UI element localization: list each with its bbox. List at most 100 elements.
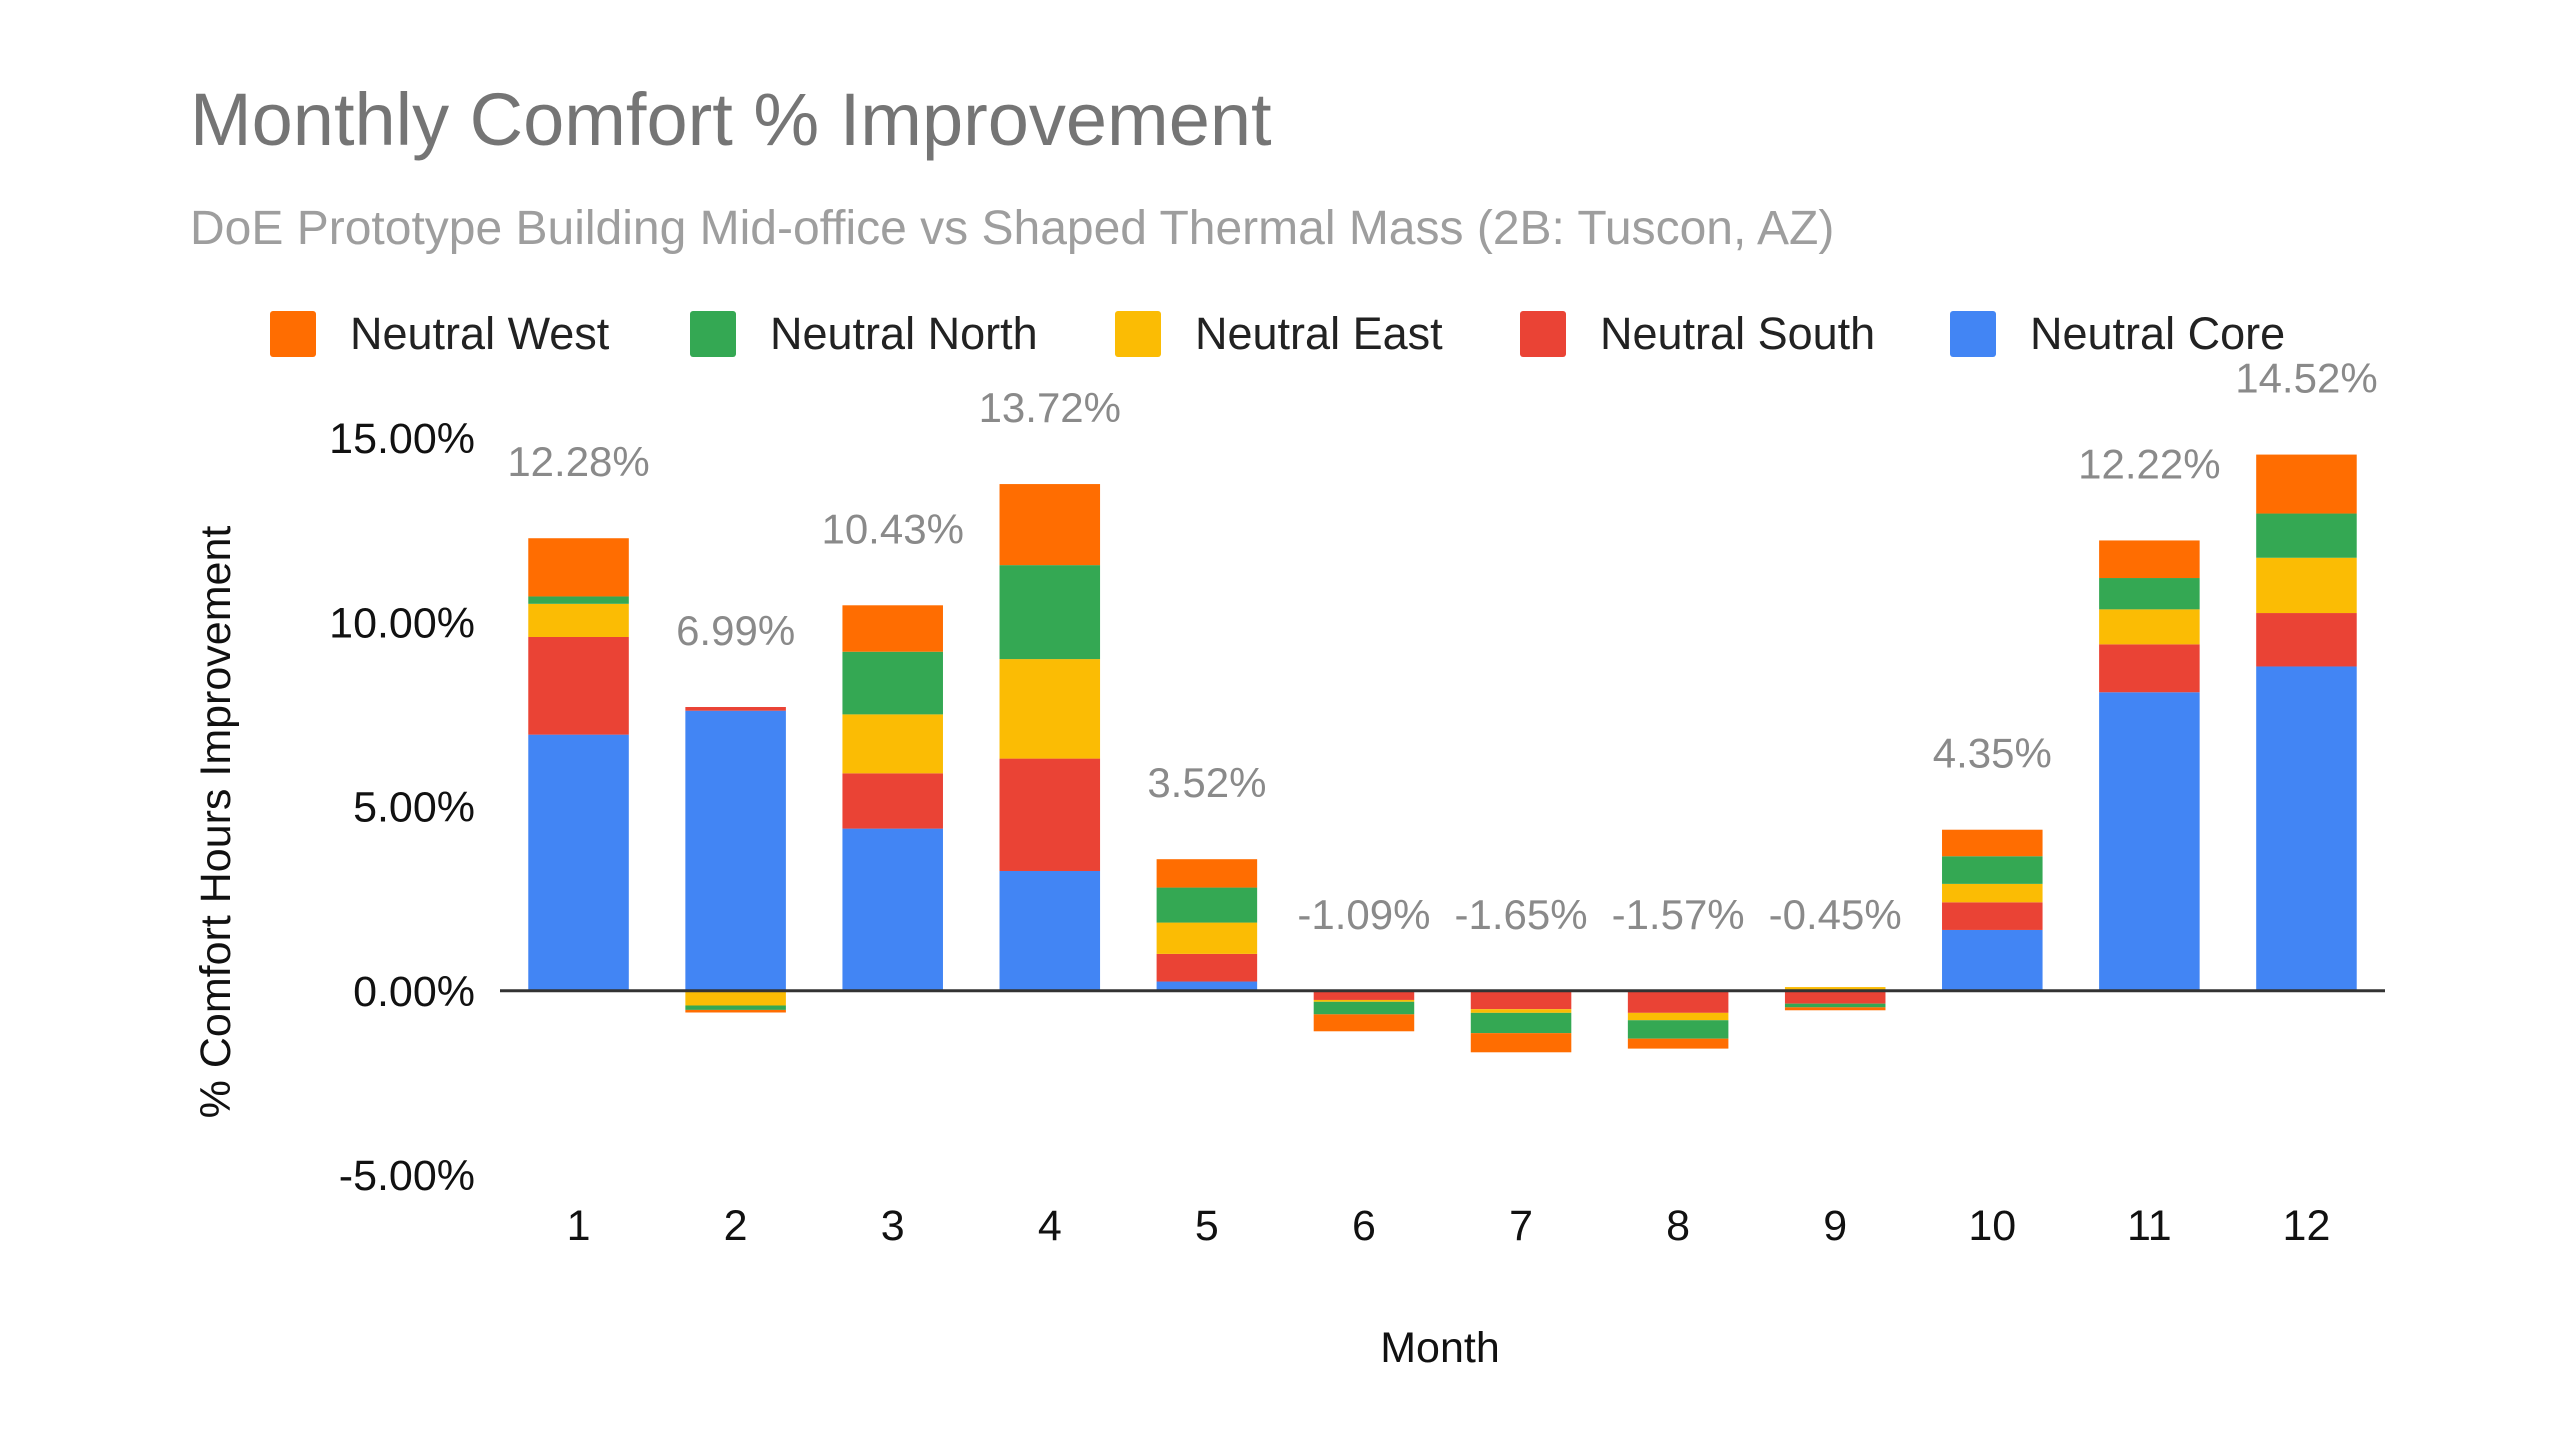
- bar-segment-neutral-core-month-4: [999, 870, 1101, 991]
- bars: [500, 454, 2385, 1053]
- bar-segment-neutral-east-month-3: [842, 714, 943, 774]
- bar-segment-neutral-east-month-6: [1313, 999, 1415, 1002]
- bar-segment-neutral-north-month-8: [1627, 1020, 1729, 1039]
- bar-segment-neutral-south-month-7: [1470, 990, 1572, 1010]
- y-axis-title: % Comfort Hours Improvement: [192, 526, 240, 1119]
- legend-swatch-neutral-south: [1520, 311, 1566, 357]
- legend-swatch-neutral-east: [1115, 311, 1161, 357]
- bar-segment-neutral-south-month-10: [1942, 902, 2043, 930]
- bar-segment-neutral-east-month-8: [1627, 1012, 1729, 1021]
- x-axis-title: Month: [1380, 1324, 1500, 1372]
- legend-label-neutral-north: Neutral North: [770, 308, 1038, 359]
- y-tick-label: -5.00%: [339, 1152, 475, 1200]
- legend-swatch-neutral-core: [1950, 311, 1996, 357]
- bar-segment-neutral-east-month-4: [999, 659, 1101, 759]
- y-tick-label: 0.00%: [353, 968, 475, 1016]
- legend-label-neutral-west: Neutral West: [350, 308, 610, 359]
- chart-title: Monthly Comfort % Improvement: [190, 78, 1272, 161]
- bar-segment-neutral-east-month-2: [685, 990, 786, 1006]
- total-label-month-10: 4.35%: [1933, 730, 2052, 777]
- legend-swatch-neutral-north: [690, 311, 736, 357]
- bar-segment-neutral-north-month-2: [685, 1005, 786, 1010]
- total-label-month-9: -0.45%: [1769, 891, 1902, 938]
- x-tick-label: 2: [724, 1202, 748, 1250]
- bar-segment-neutral-core-month-3: [842, 828, 943, 991]
- bar-segment-neutral-north-month-10: [1942, 856, 2043, 884]
- bar-segment-neutral-core-month-2: [685, 710, 786, 991]
- bar-segment-neutral-east-month-12: [2256, 557, 2357, 614]
- bar-segment-neutral-east-month-10: [1942, 883, 2043, 903]
- x-tick-label: 9: [1823, 1202, 1847, 1250]
- bar-segment-neutral-north-month-12: [2256, 513, 2357, 558]
- bar-segment-neutral-west-month-5: [1156, 859, 1258, 888]
- y-tick-label: 15.00%: [329, 415, 475, 463]
- total-label-month-6: -1.09%: [1297, 891, 1430, 938]
- bar-segment-neutral-north-month-6: [1313, 1001, 1415, 1015]
- bar-segment-neutral-south-month-6: [1313, 990, 1415, 1000]
- bar-segment-neutral-core-month-12: [2256, 666, 2357, 991]
- x-tick-label: 5: [1195, 1202, 1219, 1250]
- bar-segment-neutral-west-month-1: [528, 538, 629, 597]
- y-axis: 15.00% 10.00% 5.00% 0.00% -5.00%: [329, 415, 475, 1200]
- legend-label-neutral-east: Neutral East: [1195, 308, 1443, 359]
- bar-segment-neutral-west-month-4: [999, 484, 1101, 566]
- total-labels: 12.28% 6.99% 10.43% 13.72% 3.52% -1.09% -1.65%…: [507, 355, 2377, 938]
- bar-segment-neutral-south-month-8: [1627, 990, 1729, 1013]
- bar-segment-neutral-south-month-1: [528, 636, 629, 735]
- y-tick-label: 5.00%: [353, 784, 475, 832]
- x-tick-label: 10: [1968, 1202, 2016, 1250]
- bar-segment-neutral-south-month-5: [1156, 953, 1258, 982]
- bar-segment-neutral-south-month-12: [2256, 613, 2357, 667]
- bar-segment-neutral-north-month-7: [1470, 1012, 1572, 1034]
- chart-subtitle: DoE Prototype Building Mid-office vs Sha…: [190, 202, 1834, 255]
- bar-segment-neutral-west-month-9: [1784, 1007, 1886, 1011]
- bar-segment-neutral-south-month-11: [2099, 644, 2200, 693]
- bar-segment-neutral-north-month-5: [1156, 887, 1258, 923]
- bar-segment-neutral-north-month-1: [528, 596, 629, 604]
- total-label-month-1: 12.28%: [507, 438, 649, 485]
- bar-segment-neutral-east-month-11: [2099, 609, 2200, 645]
- total-label-month-3: 10.43%: [821, 505, 963, 552]
- x-tick-label: 11: [2127, 1202, 2172, 1250]
- bar-segment-neutral-west-month-8: [1627, 1038, 1729, 1049]
- bar-segment-neutral-east-month-9: [1784, 987, 1886, 991]
- legend: Neutral West Neutral North Neutral East Neu…: [270, 308, 2285, 359]
- bar-segment-neutral-west-month-3: [842, 605, 943, 652]
- x-axis: 1 2 3 4 5 6 7 8 9 10 11 12: [567, 1202, 2331, 1250]
- bar-segment-neutral-east-month-5: [1156, 922, 1258, 954]
- bar-segment-neutral-north-month-9: [1784, 1003, 1886, 1008]
- total-label-month-2: 6.99%: [676, 607, 795, 654]
- x-tick-label: 7: [1509, 1202, 1533, 1250]
- bar-segment-neutral-east-month-7: [1470, 1009, 1572, 1013]
- bar-segment-neutral-north-month-4: [999, 565, 1101, 660]
- bar-segment-neutral-west-month-2: [685, 1009, 786, 1013]
- bar-segment-neutral-north-month-11: [2099, 578, 2200, 610]
- total-label-month-8: -1.57%: [1612, 891, 1745, 938]
- total-label-month-7: -1.65%: [1455, 891, 1588, 938]
- x-tick-label: 12: [2283, 1202, 2331, 1250]
- bar-segment-neutral-south-month-9: [1784, 990, 1886, 1004]
- total-label-month-12: 14.52%: [2235, 355, 2377, 402]
- total-label-month-5: 3.52%: [1147, 759, 1266, 806]
- legend-label-neutral-core: Neutral Core: [2030, 308, 2285, 359]
- bar-segment-neutral-south-month-3: [842, 773, 943, 829]
- total-label-month-11: 12.22%: [2078, 440, 2220, 487]
- bar-segment-neutral-south-month-2: [685, 707, 786, 711]
- total-label-month-4: 13.72%: [979, 384, 1121, 431]
- bar-segment-neutral-east-month-1: [528, 603, 629, 637]
- bar-segment-neutral-core-month-1: [528, 734, 629, 991]
- bar-segment-neutral-west-month-6: [1313, 1014, 1415, 1032]
- bar-segment-neutral-west-month-7: [1470, 1033, 1572, 1053]
- x-tick-label: 3: [881, 1202, 905, 1250]
- legend-label-neutral-south: Neutral South: [1600, 308, 1875, 359]
- bar-segment-neutral-west-month-11: [2099, 540, 2200, 579]
- x-tick-label: 4: [1038, 1202, 1062, 1250]
- y-tick-label: 10.00%: [329, 599, 475, 647]
- bar-segment-neutral-south-month-4: [999, 758, 1101, 871]
- x-tick-label: 8: [1666, 1202, 1690, 1250]
- bar-segment-neutral-north-month-3: [842, 651, 943, 715]
- bar-segment-neutral-west-month-10: [1942, 829, 2043, 857]
- bar-segment-neutral-west-month-12: [2256, 454, 2357, 514]
